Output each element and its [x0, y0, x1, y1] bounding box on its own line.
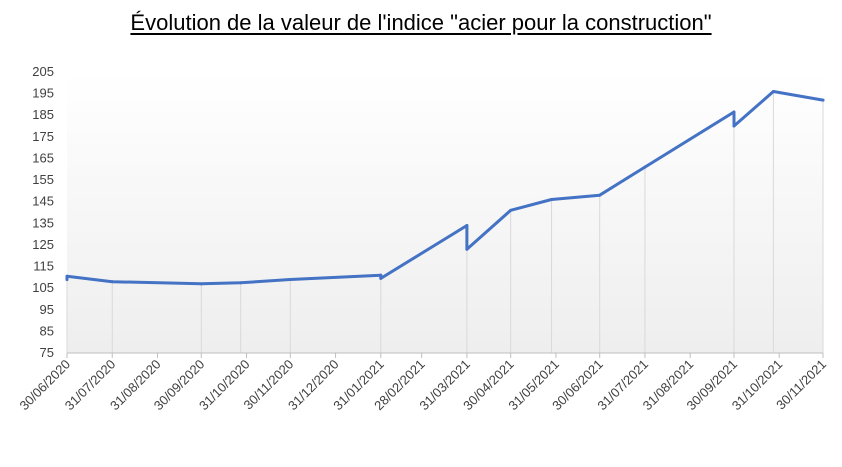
data-point: [643, 165, 647, 169]
data-point: [550, 198, 554, 202]
data-point: [465, 223, 469, 227]
y-tick-label: 165: [32, 150, 54, 165]
data-point: [110, 280, 114, 284]
chart-title: Évolution de la valeur de l'indice "acie…: [130, 10, 712, 35]
data-point: [821, 98, 825, 102]
data-point: [379, 273, 383, 277]
y-tick-label: 115: [33, 259, 54, 274]
data-point: [65, 278, 69, 282]
y-tick-label: 185: [32, 107, 54, 122]
y-tick-label: 195: [32, 86, 54, 101]
data-point: [732, 124, 736, 128]
data-point: [379, 276, 383, 280]
data-point: [509, 208, 513, 212]
y-tick-label: 95: [40, 302, 54, 317]
y-tick-label: 175: [32, 129, 54, 144]
data-point: [771, 89, 775, 93]
plot-area: [67, 72, 823, 353]
y-tick-label: 105: [32, 280, 54, 295]
data-point: [199, 282, 203, 286]
data-point: [598, 193, 602, 197]
series-line: [65, 90, 825, 286]
y-tick-label: 85: [40, 323, 54, 338]
y-tick-label: 125: [32, 237, 54, 252]
data-point: [288, 278, 292, 282]
y-tick-label: 155: [32, 172, 54, 187]
gridlines: [66, 91, 824, 353]
y-tick-label: 205: [32, 64, 54, 79]
y-tick-label: 75: [40, 345, 54, 360]
data-point: [65, 274, 69, 278]
series: [65, 89, 825, 286]
data-point: [465, 247, 469, 251]
y-tick-label: 145: [32, 194, 54, 209]
data-point: [239, 281, 243, 285]
y-tick-label: 135: [32, 215, 54, 230]
data-point: [732, 110, 736, 114]
